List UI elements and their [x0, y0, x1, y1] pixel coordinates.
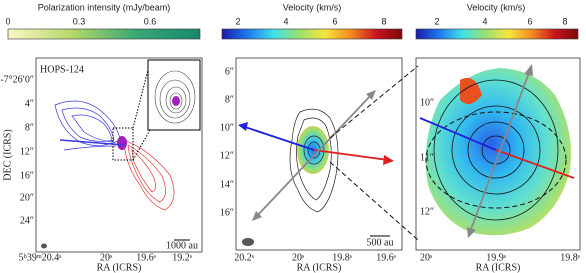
disk-ellipse [425, 111, 567, 209]
x-axis-label: RA (ICRS) [97, 262, 142, 273]
arrowhead [524, 64, 533, 76]
y-tick-label: 16″ [20, 170, 34, 181]
panel-frame [415, 57, 581, 251]
y-tick-label: 12″ [20, 146, 34, 157]
colorbar-tick: 8 [562, 16, 567, 26]
colorbar [7, 28, 201, 40]
x-tick-label: 20ˢ [420, 252, 432, 263]
colorbar-tick: 2 [434, 16, 439, 26]
y-tick-label: 11″ [420, 152, 434, 163]
contour [289, 108, 339, 213]
y-tick-label: 8″ [25, 122, 34, 133]
y-tick-label: 14″ [220, 179, 234, 190]
inset [147, 59, 201, 131]
y-tick-label: 20″ [20, 192, 34, 203]
y-tick-label: 12″ [420, 206, 434, 217]
inset-contours [154, 70, 196, 124]
x-axis-label: RA (ICRS) [476, 262, 521, 273]
y-tick-label: 8″ [225, 94, 234, 105]
colorbar-label: Polarization intensity (mJy/beam) [38, 2, 171, 12]
source-name: HOPS-124 [40, 64, 84, 75]
arrowhead [252, 211, 262, 221]
colorbar-tick: 6 [527, 16, 532, 26]
y-tick-label: 6″ [225, 66, 234, 77]
velocity-map [460, 77, 482, 104]
contours [433, 79, 559, 221]
x-tick-label: 19.8ˢ [332, 252, 352, 263]
x-tick-label: 20.2ˢ [234, 252, 254, 263]
x-tick-label: 19.8ˢ [560, 252, 580, 263]
x-tick-label: 19.2ˢ [172, 252, 192, 263]
x-tick-label: 19.6ˢ [376, 252, 396, 263]
y-tick-label: 24″ [20, 215, 34, 226]
zoom-line [132, 61, 151, 129]
colorbar-tick: 0.6 [144, 16, 157, 26]
arrowhead [238, 122, 248, 131]
x-tick-label: 20ˢ [100, 252, 112, 263]
y-tick-label: 12″ [220, 150, 234, 161]
contour [296, 117, 332, 201]
arrowhead [467, 227, 476, 238]
y-tick-label: 4″ [25, 98, 34, 109]
x-tick-label: 20ˢ [292, 252, 304, 263]
colorbar-tick: 4 [482, 16, 487, 26]
y-axis-label: DEC (ICRS) [2, 129, 13, 180]
outflow-arrow [59, 139, 126, 146]
colorbar-label: Velocity (km/s) [467, 2, 526, 12]
x-tick-label: 19.9ˢ [486, 252, 506, 263]
blue-arrow [241, 125, 315, 151]
colorbar [415, 28, 579, 40]
colorbar-tick: 8 [381, 16, 386, 26]
scalebar-label: 500 au [367, 237, 394, 248]
colorbar-label: Velocity (km/s) [283, 2, 342, 12]
y-tick-label: 16″ [220, 207, 234, 218]
beam [242, 238, 254, 246]
zoom-line [329, 161, 419, 241]
panel-frame [235, 57, 403, 251]
x-tick-label: 19.6ˢ [136, 252, 156, 263]
zoom-line [329, 65, 419, 139]
panel-frame [35, 57, 203, 253]
x-axis-label: RA (ICRS) [297, 262, 342, 273]
colorbar [221, 28, 403, 40]
arrowhead [383, 155, 394, 165]
axis-arrow [255, 93, 373, 218]
y-tick-label: -7°26′0″ [0, 74, 34, 85]
core [117, 136, 127, 150]
y-tick-label: 10″ [420, 97, 434, 108]
colorbar-tick: 0 [5, 16, 10, 26]
axis-arrow [469, 69, 531, 233]
scalebar-label: 1000 au [166, 240, 198, 251]
beam [41, 243, 47, 249]
core [172, 96, 180, 106]
blue-arrow [419, 117, 497, 151]
colorbar-tick: 4 [283, 16, 288, 26]
colorbar-tick: 0.3 [73, 16, 86, 26]
red-arrow [495, 149, 575, 179]
red-contours [123, 139, 175, 211]
colorbar-tick: 6 [332, 16, 337, 26]
x-tick-label: 5ʰ39ᵐ20.4ˢ [19, 252, 62, 263]
arrowhead [366, 90, 376, 100]
colorbar-tick: 2 [235, 16, 240, 26]
y-tick-label: 10″ [220, 122, 234, 133]
red-arrow [313, 149, 389, 161]
